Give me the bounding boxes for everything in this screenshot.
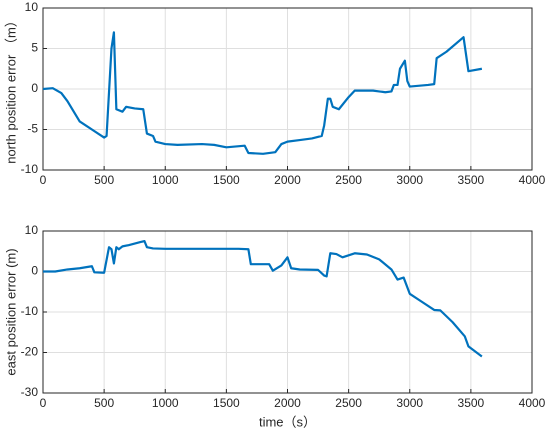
x-tick-label: 1500 xyxy=(213,173,240,187)
x-axis-label: time（s） xyxy=(259,414,316,429)
x-tick-label: 1500 xyxy=(213,396,240,410)
x-tick-label: 3500 xyxy=(458,396,485,410)
y-tick-label: -5 xyxy=(27,122,38,136)
x-tick-label: 3500 xyxy=(458,173,485,187)
x-tick-label: 2500 xyxy=(335,396,362,410)
y-tick-label: -30 xyxy=(21,385,39,399)
axes-box xyxy=(42,230,533,394)
y-tick-label: -10 xyxy=(21,304,39,318)
y-tick-label: 0 xyxy=(31,81,38,95)
x-tick-label: 2000 xyxy=(274,396,301,410)
y-tick-label: 10 xyxy=(25,0,39,14)
x-tick-label: 4000 xyxy=(519,173,546,187)
x-tick-label: 2000 xyxy=(274,173,301,187)
y-tick-label: 0 xyxy=(31,264,38,278)
y-axis-label: east position error (m) xyxy=(3,248,18,375)
data-line xyxy=(42,31,483,155)
x-tick-label: 1000 xyxy=(152,396,179,410)
x-tick-label: 0 xyxy=(40,173,47,187)
x-tick-label: 0 xyxy=(40,396,47,410)
x-tick-label: 3000 xyxy=(396,396,423,410)
y-tick-label: -10 xyxy=(21,162,39,176)
x-tick-label: 500 xyxy=(94,396,114,410)
x-tick-label: 3000 xyxy=(396,173,423,187)
y-tick-label: 5 xyxy=(31,41,38,55)
data-line xyxy=(43,240,483,358)
y-tick-label: 10 xyxy=(25,223,39,237)
y-tick-label: -20 xyxy=(21,345,39,359)
x-tick-label: 4000 xyxy=(519,396,546,410)
y-axis-label: north position error （m） xyxy=(3,14,18,164)
x-tick-label: 500 xyxy=(94,173,114,187)
x-tick-label: 1000 xyxy=(152,173,179,187)
x-tick-label: 2500 xyxy=(335,173,362,187)
